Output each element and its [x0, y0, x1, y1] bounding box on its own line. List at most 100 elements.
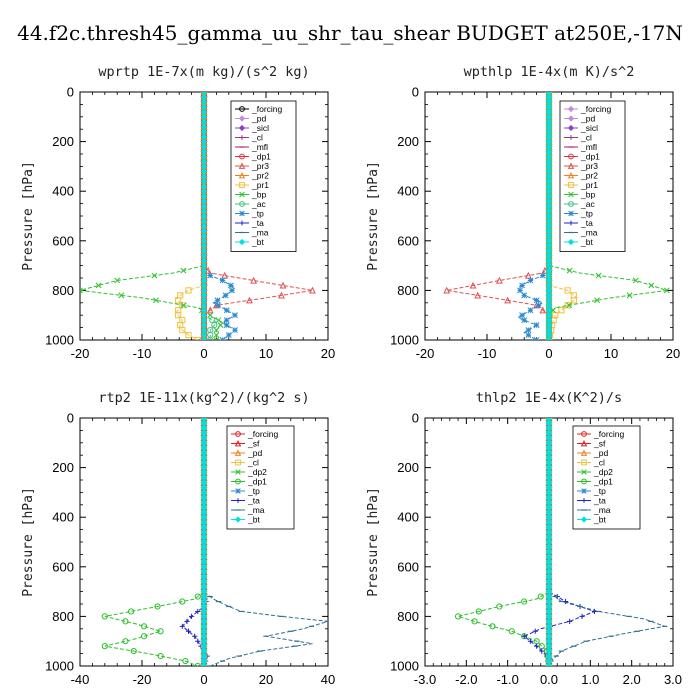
legend-label: _pr1	[580, 180, 598, 190]
x-tick-label: -3.0	[414, 672, 436, 687]
data-point	[227, 282, 234, 289]
data-point	[217, 322, 224, 329]
legend: _forcing_pd_sicl_cl_mfl_dp1_pr3_pr2_pr1_…	[559, 100, 626, 252]
x-tick-label: 20	[321, 346, 335, 361]
legend-label: _sf	[247, 439, 260, 449]
y-tick-label: 400	[52, 510, 74, 525]
data-point	[567, 171, 575, 179]
legend-item: _sicl	[235, 123, 269, 133]
legend-label: _dp1	[580, 152, 600, 162]
legend-label: _dp2	[247, 467, 267, 477]
data-point	[527, 638, 533, 644]
legend-item: _cl	[231, 458, 259, 468]
y-tick-label: 600	[397, 233, 419, 248]
legend-label: _pd	[593, 448, 608, 458]
legend-label: _pd	[251, 114, 266, 124]
figure-title: 44.f2c.thresh45_gamma_uu_shr_tau_shear B…	[17, 21, 683, 45]
legend-item: _pr2	[564, 171, 598, 181]
legend-label: _bt	[593, 515, 606, 525]
x-tick-label: 10	[259, 346, 273, 361]
data-point	[223, 317, 230, 324]
series-line	[203, 92, 218, 340]
data-point	[140, 623, 148, 630]
x-tick-label: -1.0	[496, 672, 518, 687]
legend-item: _ta	[231, 496, 260, 506]
plot-area	[454, 418, 668, 666]
data-point	[545, 336, 553, 340]
legend-item: _mfl	[564, 142, 597, 152]
data-point	[206, 306, 214, 314]
y-tick-label: 600	[52, 233, 74, 248]
data-point	[185, 331, 192, 339]
legend-item: _pd	[235, 114, 266, 124]
x-tick-label: 10	[604, 346, 618, 361]
data-point	[496, 603, 503, 610]
data-point	[182, 657, 189, 665]
data-point	[539, 272, 546, 279]
legend-label: _pr3	[580, 161, 598, 171]
series-bt	[200, 418, 208, 666]
legend-item: _ma	[231, 505, 265, 515]
legend-item: _pd	[564, 114, 595, 124]
legend-label: _sf	[593, 439, 606, 449]
legend-label: _tp	[580, 209, 593, 219]
y-tick-label: 800	[52, 609, 74, 624]
legend: _forcing_pd_sicl_cl_mfl_dp1_pr3_pr2_pr1_…	[230, 100, 297, 252]
legend-item: _ta	[564, 218, 593, 228]
data-point	[235, 431, 241, 437]
data-point	[533, 337, 540, 340]
data-point	[545, 662, 553, 666]
legend: _forcing_sf_pd_cl_dp2_dp1_tp_ta_ma_bt	[572, 425, 641, 530]
legend-label: _pr2	[580, 171, 598, 181]
legend-label: _bp	[580, 190, 595, 200]
y-tick-label: 600	[397, 559, 419, 574]
data-point	[221, 271, 229, 279]
x-tick-label: 20	[259, 672, 273, 687]
data-point	[568, 191, 574, 198]
data-point	[235, 459, 241, 466]
data-point	[235, 478, 241, 485]
legend-label: _bt	[247, 515, 260, 525]
data-point	[581, 498, 587, 503]
panel-1: wprtp 1E-7x(m kg)/(s^2 kg) Pressure [hPa]…	[21, 64, 335, 361]
data-point	[157, 628, 164, 635]
data-point	[151, 272, 158, 279]
data-point	[239, 106, 245, 112]
data-point	[184, 618, 190, 624]
x-tick-label: 20	[666, 346, 680, 361]
data-point	[239, 191, 245, 198]
series-bt	[545, 92, 553, 340]
legend-item: _ta	[577, 496, 606, 506]
y-tick-label: 200	[397, 460, 419, 475]
legend-label: _pr1	[251, 180, 269, 190]
data-point	[213, 337, 220, 340]
x-tick-label: -10	[133, 346, 152, 361]
data-point	[564, 287, 571, 294]
x-tick-label: -20	[416, 346, 435, 361]
data-point	[566, 267, 573, 274]
legend-item: _bt	[577, 515, 606, 525]
legend-label: _cl	[580, 133, 592, 143]
data-point	[521, 598, 528, 605]
legend-item: _dp1	[564, 152, 600, 162]
data-point	[179, 302, 186, 309]
data-point	[175, 297, 182, 304]
data-point	[648, 282, 655, 289]
x-tick-label: 0.0	[540, 672, 558, 687]
y-tick-label: 0	[412, 411, 419, 426]
data-point	[568, 220, 574, 226]
y-tick-label: 200	[52, 134, 74, 149]
data-point	[538, 643, 545, 650]
data-point	[122, 618, 129, 625]
legend-item: _forcing	[564, 104, 612, 114]
data-point	[211, 322, 218, 329]
x-tick-label: -20	[71, 346, 90, 361]
data-point	[180, 267, 187, 274]
data-point	[101, 643, 108, 650]
data-point	[567, 162, 575, 169]
data-point	[207, 336, 214, 340]
legend-item: _mfl	[235, 142, 268, 152]
legend-item: _dp1	[231, 477, 267, 487]
series-bt	[200, 92, 208, 340]
x-tick-label: 40	[321, 672, 335, 687]
